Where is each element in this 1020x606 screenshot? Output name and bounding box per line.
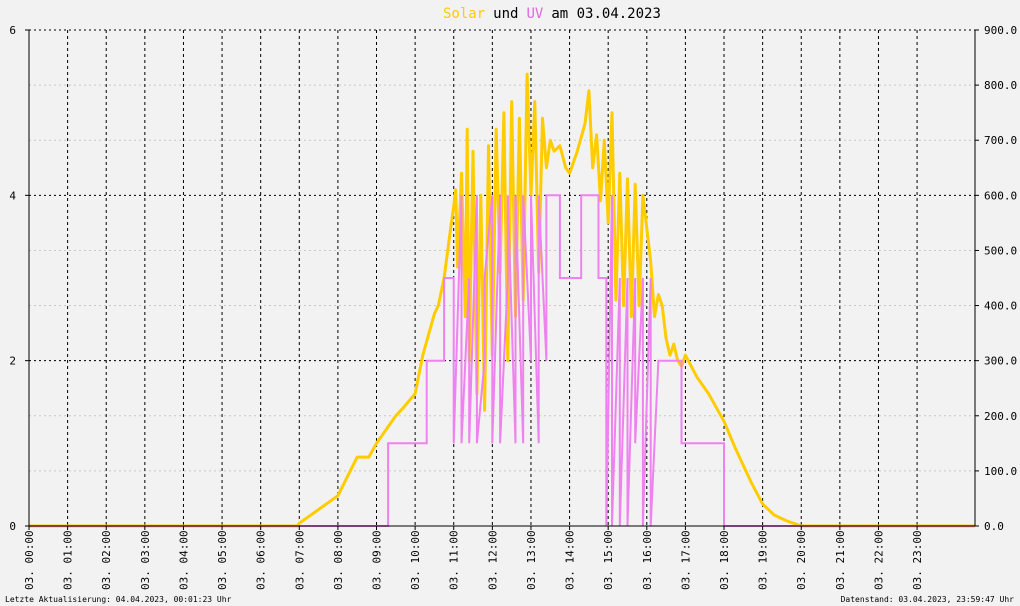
y-right-tick-label: 0.0 <box>984 520 1004 533</box>
chart-title: Solar und UV am 03.04.2023 <box>443 6 661 22</box>
x-tick-label: 03. 20:00 <box>795 530 808 590</box>
y-right-tick-label: 400.0 <box>984 300 1017 313</box>
x-tick-label: 03. 23:00 <box>911 530 924 590</box>
x-tick-label: 03. 05:00 <box>216 530 229 590</box>
x-tick-label: 03. 15:00 <box>602 530 615 590</box>
x-tick-label: 03. 02:00 <box>100 530 113 590</box>
x-tick-label: 03. 18:00 <box>718 530 731 590</box>
title-solar-word: Solar <box>443 6 485 22</box>
y-right-tick-label: 700.0 <box>984 134 1017 147</box>
solar-series-line <box>29 72 975 528</box>
x-tick-label: 03. 08:00 <box>332 530 345 590</box>
uv-series-line <box>29 194 975 527</box>
x-tick-label: 03. 03:00 <box>139 530 152 590</box>
x-tick-label: 03. 11:00 <box>448 530 461 590</box>
x-tick-label: 03. 14:00 <box>564 530 577 590</box>
data-status-label: Datenstand: 03.04.2023, 23:59:47 Uhr <box>841 595 1015 604</box>
y-left-tick-label: 4 <box>9 189 16 202</box>
x-tick-label: 03. 04:00 <box>177 530 190 590</box>
x-tick-label: 03. 22:00 <box>872 530 885 590</box>
y-right-tick-label: 300.0 <box>984 355 1017 368</box>
x-tick-label: 03. 09:00 <box>371 530 384 590</box>
tick-labels: 0 2 4 6 0.0 100.0 200.0 300.0 400.0 500.0 600.0 700… <box>9 24 1017 590</box>
x-tick-label: 03. 00:00 <box>23 530 36 590</box>
x-tick-label: 03. 12:00 <box>486 530 499 590</box>
x-tick-label: 03. 01:00 <box>62 530 75 590</box>
y-left-tick-label: 0 <box>9 520 16 533</box>
axes <box>25 29 979 530</box>
y-left-tick-label: 2 <box>9 355 16 368</box>
y-right-tick-label: 100.0 <box>984 465 1017 478</box>
x-tick-label: 03. 17:00 <box>679 530 692 590</box>
x-tick-label: 03. 06:00 <box>255 530 268 590</box>
title-date: am 03.04.2023 <box>551 6 661 22</box>
x-tick-label: 03. 07:00 <box>293 530 306 590</box>
grid <box>28 29 975 527</box>
y-right-tick-label: 500.0 <box>984 244 1017 257</box>
y-right-tick-label: 600.0 <box>984 189 1017 202</box>
last-update-label: Letzte Aktualisierung: 04.04.2023, 00:01… <box>5 595 232 604</box>
y-left-tick-label: 6 <box>9 24 16 37</box>
x-tick-label: 03. 10:00 <box>409 530 422 590</box>
x-tick-label: 03. 19:00 <box>757 530 770 590</box>
title-und: und <box>493 6 518 22</box>
x-tick-label: 03. 13:00 <box>525 530 538 590</box>
title-uv-word: UV <box>526 6 543 22</box>
y-right-tick-label: 900.0 <box>984 24 1017 37</box>
x-tick-label: 03. 16:00 <box>641 530 654 590</box>
x-tick-label: 03. 21:00 <box>834 530 847 590</box>
series-layer <box>29 72 975 528</box>
y-right-tick-label: 800.0 <box>984 79 1017 92</box>
y-right-tick-label: 200.0 <box>984 410 1017 423</box>
